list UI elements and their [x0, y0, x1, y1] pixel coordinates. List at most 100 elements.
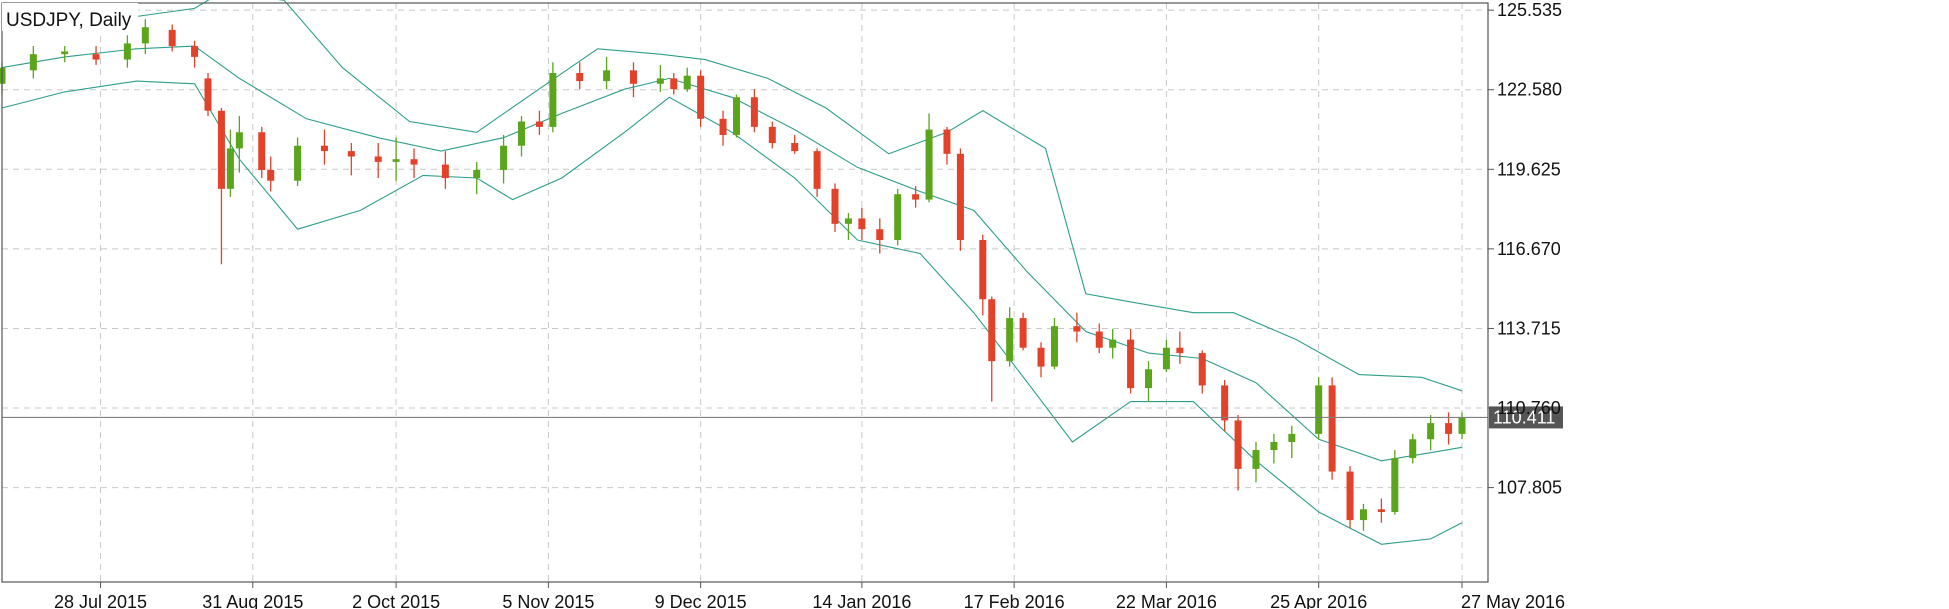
candle	[1391, 450, 1399, 515]
candle-body	[29, 54, 37, 71]
x-axis: 28 Jul 2015 31 Aug 2015 2 Oct 2015 5 Nov 20…	[54, 582, 1565, 609]
candle-body	[603, 70, 611, 82]
candle-body	[1458, 417, 1466, 434]
candle-body	[500, 145, 508, 170]
candle	[258, 126, 266, 179]
candle-body	[1176, 347, 1184, 354]
candle	[988, 296, 996, 402]
candle-body	[549, 73, 557, 127]
candle	[1252, 441, 1260, 483]
candle	[141, 19, 149, 55]
x-tick-label: 5 Nov 2015	[502, 592, 594, 609]
y-tick-label: 125.535	[1497, 0, 1562, 20]
candle-body	[1019, 318, 1027, 348]
y-axis: 125.535 122.580 119.625 116.670 113.715 110.7…	[1488, 0, 1562, 498]
candle-body	[576, 73, 584, 82]
candle	[226, 129, 234, 197]
candle-body	[1445, 423, 1453, 434]
candle-body	[732, 97, 740, 135]
candle-body	[1252, 450, 1260, 469]
x-tick-label: 17 Feb 2016	[964, 592, 1065, 609]
candle	[217, 108, 225, 265]
current-price-label: 110.411	[1493, 407, 1555, 427]
candle-body	[894, 194, 902, 240]
candle-body	[191, 46, 199, 57]
x-tick-label: 31 Aug 2015	[202, 592, 303, 609]
candle	[61, 46, 69, 63]
x-tick-label: 25 Apr 2016	[1270, 592, 1367, 609]
candle	[1409, 433, 1417, 464]
candle	[1109, 328, 1117, 359]
candle	[441, 151, 449, 189]
candle	[1270, 433, 1278, 464]
candle	[500, 134, 508, 184]
candle	[1234, 415, 1242, 491]
candle-body	[750, 97, 758, 127]
candle	[750, 89, 758, 133]
candle	[1458, 412, 1466, 440]
candle	[473, 161, 481, 195]
candle-body	[374, 156, 382, 162]
candle-body	[979, 239, 987, 300]
candle-body	[1095, 331, 1103, 348]
candle	[629, 62, 637, 98]
bollinger-bands	[1, 0, 1463, 545]
candle-body	[204, 78, 212, 111]
candle-body	[719, 118, 727, 135]
candle-body	[235, 132, 243, 149]
candle-body	[831, 188, 839, 224]
y-tick-label: 119.625	[1497, 159, 1561, 179]
candle-body	[876, 229, 884, 240]
candle	[791, 134, 799, 154]
candle	[1037, 342, 1045, 378]
candle	[392, 137, 400, 181]
candle-body	[1221, 385, 1229, 421]
candle-body	[441, 164, 449, 179]
candle-body	[1270, 441, 1278, 451]
candle-body	[61, 51, 69, 55]
candle	[1377, 498, 1385, 523]
candle-body	[1346, 471, 1354, 521]
candle	[1050, 318, 1058, 370]
candle-body	[1145, 369, 1153, 389]
candle-body	[629, 70, 637, 84]
candle	[1198, 350, 1206, 394]
candle-body	[294, 145, 302, 181]
x-tick-label: 28 Jul 2015	[54, 592, 147, 609]
candle-body	[683, 75, 691, 90]
candle-body	[392, 159, 400, 162]
candle	[1006, 307, 1014, 367]
candle-body	[925, 129, 933, 200]
candle-body	[518, 121, 526, 146]
candle	[267, 156, 275, 192]
candle-body	[1109, 339, 1117, 348]
candle	[518, 116, 526, 157]
candle-body	[1328, 385, 1336, 472]
candle	[320, 129, 328, 165]
candle-body	[1234, 420, 1242, 469]
candle	[876, 218, 884, 254]
grid	[2, 3, 1488, 582]
candle	[943, 126, 951, 165]
candle	[1328, 377, 1336, 480]
x-tick-label: 2 Oct 2015	[352, 592, 440, 609]
candle	[603, 56, 611, 90]
candle-body	[656, 78, 664, 84]
candle	[410, 148, 418, 179]
candle-body	[844, 218, 852, 224]
candle-body	[1037, 347, 1045, 367]
candle	[168, 24, 176, 52]
candle-body	[320, 145, 328, 152]
current-price-marker: 110.411	[2, 406, 1563, 429]
band-line	[1, 0, 1463, 392]
candle-body	[988, 299, 996, 362]
candle	[697, 70, 705, 127]
candle-body	[1391, 458, 1399, 512]
y-tick-label: 122.580	[1497, 80, 1562, 100]
candle	[576, 62, 584, 90]
candle	[1427, 415, 1435, 451]
current-price-tag	[1489, 406, 1563, 429]
x-tick-label: 9 Dec 2015	[655, 592, 747, 609]
